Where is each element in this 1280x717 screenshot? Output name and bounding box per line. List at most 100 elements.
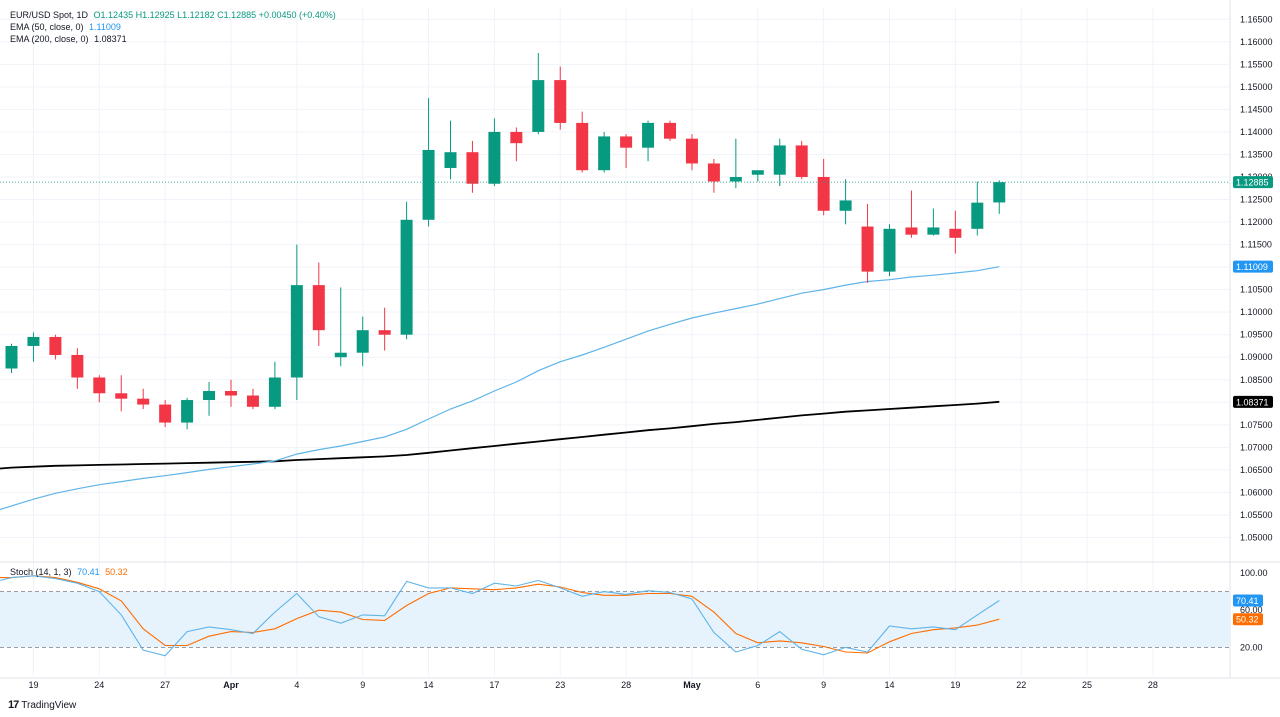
candle-body xyxy=(905,227,918,235)
price-tick-label: 1.11500 xyxy=(1240,240,1272,250)
candle-body xyxy=(312,285,325,331)
time-tick-label: 17 xyxy=(489,680,499,690)
price-tick-label: 1.12500 xyxy=(1240,195,1273,205)
stoch-d-axis-label-text: 50.32 xyxy=(1236,615,1259,625)
time-tick-label: 24 xyxy=(94,680,104,690)
candle-body xyxy=(159,404,172,423)
candle-body xyxy=(773,145,786,175)
price-tick-label: 1.12000 xyxy=(1240,217,1273,227)
time-tick-label: 28 xyxy=(621,680,631,690)
price-tick-label: 1.14500 xyxy=(1240,104,1273,114)
candle-body xyxy=(817,176,830,211)
price-tick-label: 1.08500 xyxy=(1240,375,1273,385)
price-tick-label: 1.05500 xyxy=(1240,510,1273,520)
candle-body xyxy=(71,354,84,378)
candle-body xyxy=(664,122,676,139)
stoch-k-axis-label-text: 70.41 xyxy=(1236,596,1259,606)
price-tick-label: 1.14000 xyxy=(1240,127,1273,137)
ema50-value: 1.11009 xyxy=(89,22,121,32)
time-tick-label: May xyxy=(683,680,701,690)
candle-body xyxy=(203,391,216,401)
candle-body xyxy=(400,219,413,335)
price-tick-label: 1.09000 xyxy=(1240,352,1273,362)
stoch-k-line xyxy=(0,575,1000,657)
price-tick-label: 1.10500 xyxy=(1240,285,1273,295)
ema200-line xyxy=(0,400,1000,470)
last-price-label-badge xyxy=(1233,176,1273,189)
stoch-legend[interactable]: Stoch (14, 1, 3) 70.41 50.32 xyxy=(10,567,131,577)
candle-body xyxy=(115,393,128,399)
time-tick-label: 14 xyxy=(424,680,434,690)
candle-body xyxy=(378,330,391,335)
time-tick-label: 19 xyxy=(28,680,38,690)
candle-body xyxy=(729,176,742,182)
price-tick-label: 1.05000 xyxy=(1240,532,1273,542)
ema200-label: EMA (200, close, 0) xyxy=(10,34,89,44)
ema50-axis-label-badge xyxy=(1233,260,1273,273)
time-tick-label: 19 xyxy=(950,680,960,690)
candle-body xyxy=(883,228,896,272)
candle-body xyxy=(598,136,611,171)
ema50-label: EMA (50, close, 0) xyxy=(10,22,84,32)
ema50-axis-label-text: 1.11009 xyxy=(1236,262,1268,272)
price-tick-label: 1.15500 xyxy=(1240,59,1273,69)
candle-body xyxy=(510,131,523,144)
ema50-legend[interactable]: EMA (50, close, 0) 1.11009 xyxy=(10,22,124,32)
price-tick-label: 1.07000 xyxy=(1240,442,1273,452)
time-tick-label: 25 xyxy=(1082,680,1092,690)
candle-body xyxy=(181,400,194,423)
time-tick-label: 27 xyxy=(160,680,170,690)
candle-body xyxy=(861,226,874,272)
time-tick-label: 22 xyxy=(1016,680,1026,690)
axis-value-labels: 1.12885 1.11009 1.08371 70.41 50.32 xyxy=(1233,176,1273,626)
candle-body xyxy=(576,122,589,171)
last-price-label-text: 1.12885 xyxy=(1236,178,1269,188)
candle-body xyxy=(49,336,62,355)
price-tick-label: 1.07500 xyxy=(1240,420,1273,430)
candle-body xyxy=(444,152,457,168)
stoch-d-line xyxy=(0,575,1000,654)
ema200-legend[interactable]: EMA (200, close, 0) 1.08371 xyxy=(10,34,130,44)
candle-body xyxy=(642,122,655,148)
time-axis[interactable]: 19 24 27 Apr 4 9 14 17 23 28 May 6 9 14 19 22 25 28 xyxy=(28,680,1157,690)
stoch-k-axis-label-badge xyxy=(1233,594,1263,607)
time-tick-label: 23 xyxy=(555,680,565,690)
candle-body xyxy=(27,336,40,346)
price-grid xyxy=(0,0,1280,679)
tradingview-brand[interactable]: 17 TradingView xyxy=(8,699,76,711)
price-tick-label: 1.06500 xyxy=(1240,465,1273,475)
candle-body xyxy=(971,202,984,229)
stoch-tick-label: 60.00 xyxy=(1240,605,1263,615)
candle-body xyxy=(268,377,281,407)
candle-body xyxy=(839,200,852,211)
price-tick-label: 1.06000 xyxy=(1240,487,1273,497)
candle-body xyxy=(949,228,962,238)
time-tick-label: Apr xyxy=(223,680,239,690)
time-tick-label: 9 xyxy=(821,680,826,690)
ema200-value: 1.08371 xyxy=(94,34,127,44)
candle-body xyxy=(620,136,633,148)
candle-body xyxy=(466,152,479,184)
candle-body xyxy=(685,138,698,164)
price-tick-label: 1.10000 xyxy=(1240,307,1273,317)
symbol-name: EUR/USD Spot, 1D xyxy=(10,10,89,20)
price-tick-label: 1.16500 xyxy=(1240,14,1273,24)
stoch-pane xyxy=(0,575,1230,657)
candle-body xyxy=(927,227,940,235)
stoch-d-axis-label-badge xyxy=(1233,613,1263,626)
time-tick-label: 6 xyxy=(755,680,760,690)
candle-body xyxy=(554,80,567,123)
price-axis[interactable]: 1.16500 1.16000 1.15500 1.15000 1.14500 1.140… xyxy=(1240,14,1273,542)
price-tick-label: 1.16000 xyxy=(1240,37,1273,47)
stoch-d-value: 50.32 xyxy=(105,567,128,577)
ema50-path xyxy=(0,266,1000,511)
candle-body xyxy=(225,391,237,396)
symbol-legend[interactable]: EUR/USD Spot, 1D O1.12435 H1.12925 L1.12… xyxy=(10,10,339,20)
candles xyxy=(0,53,1230,430)
stoch-axis[interactable]: 100.00 60.00 20.00 xyxy=(1240,568,1268,652)
candle-body xyxy=(532,80,545,132)
price-tick-label: 1.13500 xyxy=(1240,149,1273,159)
ema200-path xyxy=(0,400,1000,470)
tradingview-logo-icon: 17 xyxy=(8,699,19,711)
